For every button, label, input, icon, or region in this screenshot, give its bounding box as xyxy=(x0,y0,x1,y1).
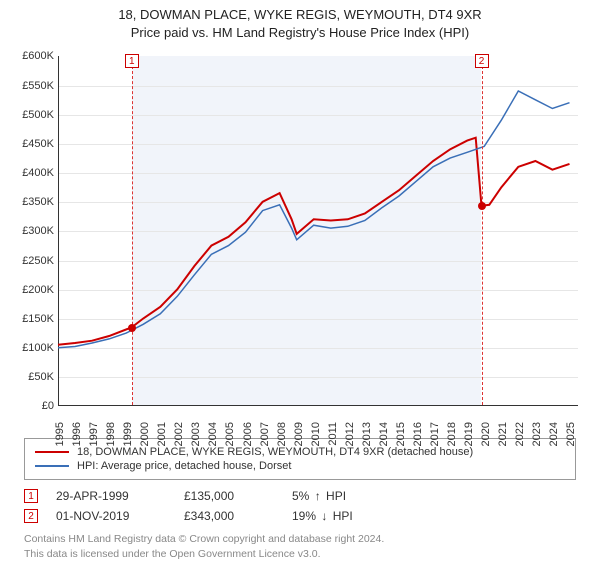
tx-pct: 5% ↑ HPI xyxy=(292,489,412,503)
x-axis-label: 2001 xyxy=(156,422,168,446)
y-axis-label: £250K xyxy=(10,255,54,267)
x-axis-label: 1999 xyxy=(122,422,134,446)
tx-price: £343,000 xyxy=(184,509,274,523)
x-axis-label: 1995 xyxy=(54,422,66,446)
title-address: 18, DOWMAN PLACE, WYKE REGIS, WEYMOUTH, … xyxy=(0,6,600,24)
tx-price: £135,000 xyxy=(184,489,274,503)
series-price_paid xyxy=(58,138,570,345)
tx-pct: 19% ↓ HPI xyxy=(292,509,412,523)
tx-marker-box: 2 xyxy=(475,54,489,68)
tx-date: 29-APR-1999 xyxy=(56,489,166,503)
x-axis-label: 1996 xyxy=(71,422,83,446)
x-axis-label: 2022 xyxy=(514,422,526,446)
footer-line: This data is licensed under the Open Gov… xyxy=(24,547,576,561)
chart-container: 18, DOWMAN PLACE, WYKE REGIS, WEYMOUTH, … xyxy=(0,0,600,561)
legend-swatch-hpi xyxy=(35,465,69,467)
x-axis-label: 2020 xyxy=(480,422,492,446)
line-svg xyxy=(58,56,578,406)
tx-date: 01-NOV-2019 xyxy=(56,509,166,523)
transaction-table: 1 29-APR-1999 £135,000 5% ↑ HPI 2 01-NOV… xyxy=(24,486,576,526)
table-row: 1 29-APR-1999 £135,000 5% ↑ HPI xyxy=(24,486,576,506)
y-axis-label: £350K xyxy=(10,196,54,208)
x-axis-label: 2007 xyxy=(259,422,271,446)
x-axis-label: 2023 xyxy=(531,422,543,446)
x-axis-label: 2024 xyxy=(548,422,560,446)
x-axis-label: 1998 xyxy=(105,422,117,446)
x-axis-label: 2006 xyxy=(242,422,254,446)
legend-label: 18, DOWMAN PLACE, WYKE REGIS, WEYMOUTH, … xyxy=(77,446,473,458)
y-axis-label: £450K xyxy=(10,138,54,150)
arrow-down-icon: ↓ xyxy=(321,509,327,523)
x-axis-label: 2004 xyxy=(207,422,219,446)
tx-marker-box: 1 xyxy=(125,54,139,68)
tx-vline xyxy=(132,56,133,405)
y-axis-label: £500K xyxy=(10,109,54,121)
legend-row: 18, DOWMAN PLACE, WYKE REGIS, WEYMOUTH, … xyxy=(35,445,565,459)
legend-row: HPI: Average price, detached house, Dors… xyxy=(35,459,565,473)
x-axis-label: 2011 xyxy=(327,422,339,446)
tx-marker-1: 1 xyxy=(24,489,38,503)
x-axis-label: 2021 xyxy=(497,422,509,446)
tx-dot xyxy=(478,202,486,210)
legend-swatch-price xyxy=(35,451,69,453)
tx-marker-2: 2 xyxy=(24,509,38,523)
y-axis-label: £150K xyxy=(10,313,54,325)
y-axis-label: £600K xyxy=(10,50,54,62)
x-axis-label: 2005 xyxy=(224,422,236,446)
y-axis-label: £0 xyxy=(10,400,54,412)
arrow-up-icon: ↑ xyxy=(315,489,321,503)
tx-dot xyxy=(128,324,136,332)
x-axis-label: 2019 xyxy=(463,422,475,446)
title-block: 18, DOWMAN PLACE, WYKE REGIS, WEYMOUTH, … xyxy=(0,0,600,50)
y-axis-label: £300K xyxy=(10,225,54,237)
x-axis-label: 2002 xyxy=(173,422,185,446)
chart-area: £0 £50K £100K £150K £200K £250K £300K £350K £400… xyxy=(10,50,590,430)
x-axis-label: 2025 xyxy=(565,422,577,446)
legend-label: HPI: Average price, detached house, Dors… xyxy=(77,460,291,472)
title-subtitle: Price paid vs. HM Land Registry's House … xyxy=(0,24,600,42)
footer-attribution: Contains HM Land Registry data © Crown c… xyxy=(24,532,576,560)
x-axis-label: 1997 xyxy=(88,422,100,446)
x-axis-label: 2012 xyxy=(344,422,356,446)
x-axis-label: 2000 xyxy=(139,422,151,446)
x-axis-label: 2009 xyxy=(293,422,305,446)
x-axis-label: 2017 xyxy=(429,422,441,446)
footer-line: Contains HM Land Registry data © Crown c… xyxy=(24,532,576,546)
x-axis-label: 2014 xyxy=(378,422,390,446)
x-axis-label: 2013 xyxy=(361,422,373,446)
x-axis-label: 2015 xyxy=(395,422,407,446)
y-axis-label: £100K xyxy=(10,342,54,354)
table-row: 2 01-NOV-2019 £343,000 19% ↓ HPI xyxy=(24,506,576,526)
tx-vline xyxy=(482,56,483,405)
x-axis-label: 2010 xyxy=(310,422,322,446)
x-axis-label: 2016 xyxy=(412,422,424,446)
x-axis-label: 2003 xyxy=(190,422,202,446)
y-axis-label: £400K xyxy=(10,167,54,179)
y-axis-label: £200K xyxy=(10,284,54,296)
y-axis-label: £50K xyxy=(10,371,54,383)
x-axis-label: 2018 xyxy=(446,422,458,446)
x-axis-label: 2008 xyxy=(276,422,288,446)
y-axis-label: £550K xyxy=(10,80,54,92)
